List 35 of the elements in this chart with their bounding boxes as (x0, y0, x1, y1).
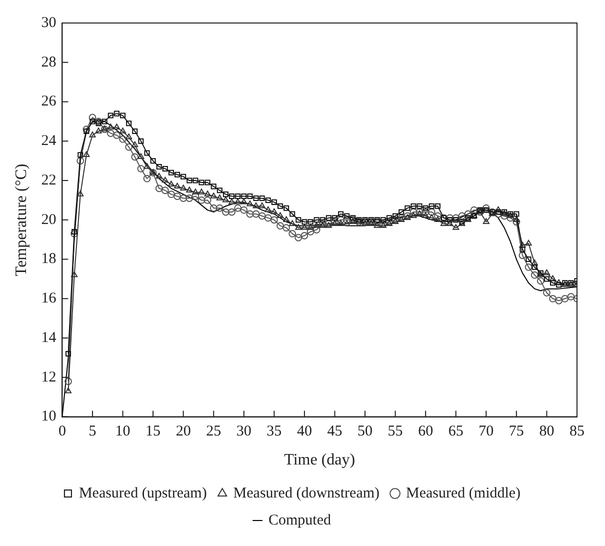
x-tick-label: 70 (478, 424, 494, 440)
x-axis-title: Time (day) (284, 452, 356, 469)
x-tick-label: 15 (146, 424, 161, 440)
legend-label: Measured (upstream) (78, 485, 207, 502)
y-tick-label: 24 (41, 133, 57, 150)
y-tick-label: 12 (41, 369, 56, 386)
x-tick-label: 35 (266, 424, 282, 440)
x-tick-label: 85 (570, 424, 584, 440)
y-tick-label: 22 (41, 172, 56, 188)
x-tick-label: 30 (236, 424, 252, 440)
y-tick-label: 26 (41, 94, 57, 110)
x-tick-label: 50 (358, 424, 373, 440)
y-tick-label: 28 (41, 54, 56, 70)
x-tick-label: 25 (206, 424, 222, 440)
x-tick-label: 0 (58, 424, 66, 440)
y-tick-label: 10 (41, 408, 56, 425)
legend-label: Measured (middle) (406, 485, 521, 502)
legend-label: Measured (downstream) (233, 485, 380, 502)
y-tick-label: 18 (41, 251, 56, 268)
x-tick-label: 80 (539, 424, 554, 440)
y-tick-label: 30 (41, 14, 56, 31)
x-tick-label: 40 (296, 424, 312, 440)
y-tick-label: 20 (41, 212, 56, 228)
x-tick-label: 55 (388, 424, 403, 440)
x-tick-label: 20 (176, 424, 191, 440)
y-tick-label: 16 (41, 290, 57, 307)
legend-label: Computed (268, 512, 332, 528)
x-tick-label: 65 (448, 424, 464, 440)
y-axis-title: Temperature (°C) (12, 164, 30, 276)
x-tick-label: 5 (88, 424, 96, 440)
x-tick-label: 10 (115, 424, 130, 440)
x-tick-label: 75 (508, 424, 524, 440)
x-tick-label: 45 (327, 424, 342, 440)
y-tick-label: 14 (41, 330, 57, 346)
x-tick-label: 60 (418, 424, 434, 440)
